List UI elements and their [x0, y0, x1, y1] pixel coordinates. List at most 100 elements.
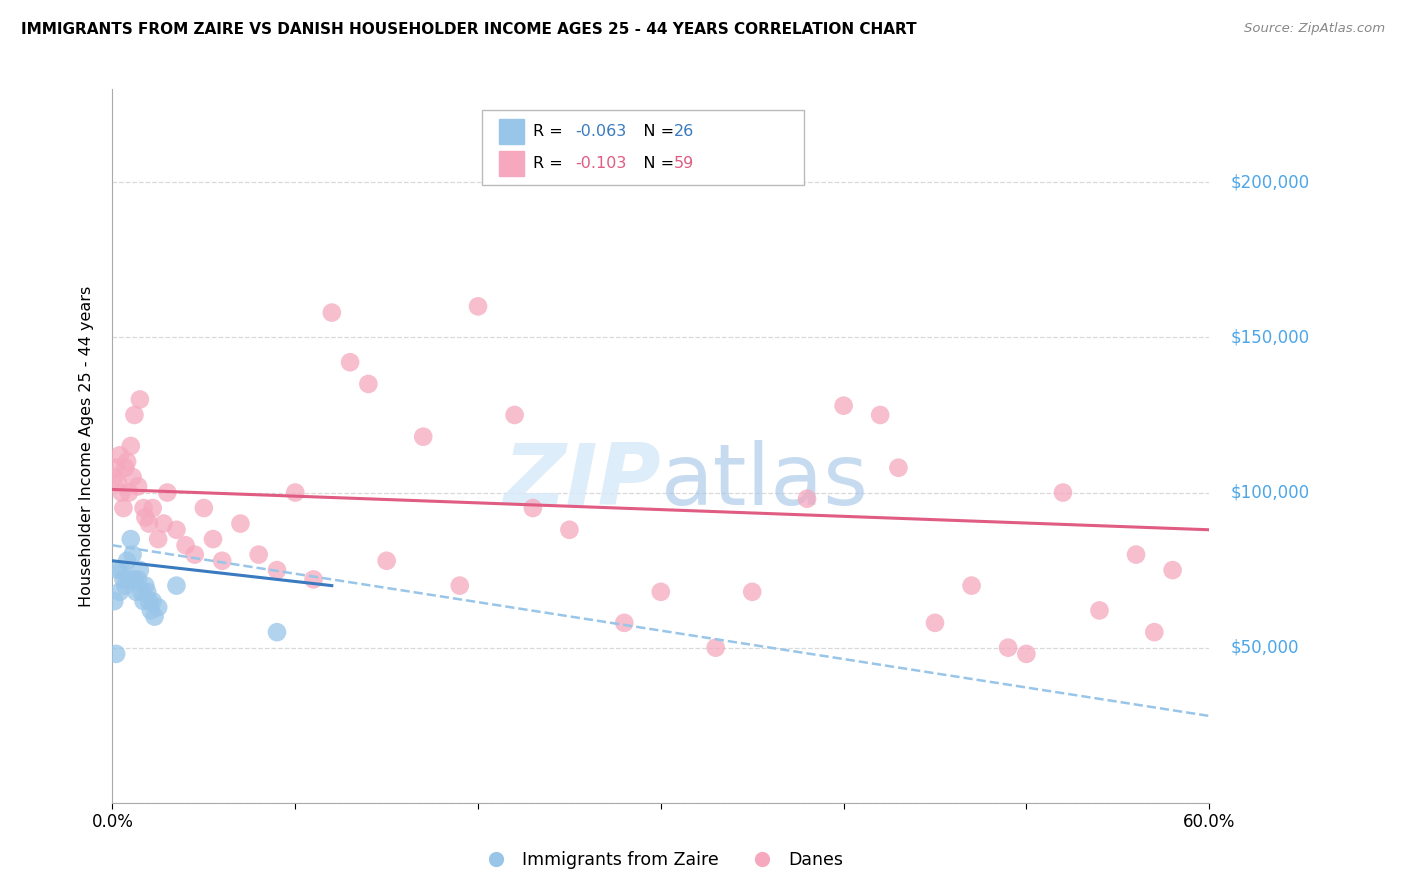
- Point: [103, 594, 125, 608]
- Point: [193, 501, 215, 516]
- Point: [136, 584, 159, 599]
- Point: [115, 454, 138, 468]
- Point: [924, 615, 946, 630]
- Point: [202, 532, 225, 546]
- Text: $200,000: $200,000: [1232, 173, 1310, 191]
- Point: [869, 408, 891, 422]
- Point: [148, 600, 170, 615]
- Point: [449, 579, 471, 593]
- Point: [138, 594, 160, 608]
- Point: [143, 609, 166, 624]
- Point: [118, 573, 141, 587]
- Y-axis label: Householder Income Ages 25 - 44 years: Householder Income Ages 25 - 44 years: [79, 285, 94, 607]
- Point: [118, 485, 141, 500]
- Point: [121, 470, 143, 484]
- Point: [127, 479, 149, 493]
- Point: [266, 563, 288, 577]
- Point: [166, 579, 188, 593]
- Point: [105, 460, 128, 475]
- Point: [152, 516, 174, 531]
- Point: [121, 548, 143, 562]
- Point: [103, 470, 125, 484]
- Text: ZIP: ZIP: [503, 440, 661, 524]
- Point: [142, 501, 165, 516]
- Point: [339, 355, 361, 369]
- Point: [1125, 548, 1147, 562]
- Point: [111, 485, 132, 500]
- Point: [132, 594, 155, 608]
- Point: [107, 476, 129, 491]
- Point: [613, 615, 636, 630]
- Text: -0.063: -0.063: [575, 124, 626, 138]
- Point: [832, 399, 855, 413]
- Point: [108, 448, 131, 462]
- Text: $150,000: $150,000: [1232, 328, 1310, 346]
- Point: [522, 501, 544, 516]
- Point: [111, 563, 132, 577]
- Text: $50,000: $50,000: [1232, 639, 1299, 657]
- Point: [131, 584, 153, 599]
- Point: [960, 579, 983, 593]
- Text: -0.103: -0.103: [575, 156, 627, 170]
- Text: Source: ZipAtlas.com: Source: ZipAtlas.com: [1244, 22, 1385, 36]
- Point: [134, 579, 156, 593]
- Point: [704, 640, 727, 655]
- Point: [375, 554, 398, 568]
- Point: [105, 647, 128, 661]
- Point: [115, 554, 138, 568]
- Point: [1143, 625, 1166, 640]
- Legend: Immigrants from Zaire, Danes: Immigrants from Zaire, Danes: [471, 845, 851, 876]
- Point: [467, 299, 489, 313]
- Point: [129, 563, 152, 577]
- Text: R =: R =: [533, 124, 568, 138]
- Point: [139, 603, 162, 617]
- Point: [997, 640, 1019, 655]
- Point: [124, 408, 146, 422]
- Point: [1015, 647, 1038, 661]
- Point: [183, 548, 207, 562]
- Point: [112, 573, 135, 587]
- Point: [284, 485, 307, 500]
- Point: [266, 625, 288, 640]
- Point: [302, 573, 325, 587]
- Point: [247, 548, 270, 562]
- Text: 26: 26: [673, 124, 693, 138]
- Point: [107, 563, 129, 577]
- Point: [741, 584, 763, 599]
- Point: [321, 305, 343, 319]
- Point: [148, 532, 170, 546]
- Point: [142, 594, 165, 608]
- Point: [1161, 563, 1184, 577]
- Text: IMMIGRANTS FROM ZAIRE VS DANISH HOUSEHOLDER INCOME AGES 25 - 44 YEARS CORRELATIO: IMMIGRANTS FROM ZAIRE VS DANISH HOUSEHOL…: [21, 22, 917, 37]
- Point: [125, 584, 148, 599]
- Text: $100,000: $100,000: [1232, 483, 1310, 501]
- Text: 59: 59: [673, 156, 693, 170]
- Point: [108, 584, 131, 599]
- Point: [156, 485, 179, 500]
- Point: [138, 516, 160, 531]
- Point: [129, 392, 152, 407]
- Point: [503, 408, 526, 422]
- Point: [114, 579, 136, 593]
- Point: [1088, 603, 1111, 617]
- Point: [412, 430, 434, 444]
- Point: [124, 573, 146, 587]
- Point: [132, 501, 155, 516]
- Point: [120, 439, 142, 453]
- Point: [127, 573, 149, 587]
- Text: N =: N =: [628, 124, 679, 138]
- Point: [357, 376, 380, 391]
- Point: [211, 554, 233, 568]
- Point: [166, 523, 188, 537]
- Point: [796, 491, 818, 506]
- Text: atlas: atlas: [661, 440, 869, 524]
- Point: [114, 460, 136, 475]
- Text: R =: R =: [533, 156, 568, 170]
- Point: [887, 460, 910, 475]
- Point: [134, 510, 156, 524]
- Point: [229, 516, 252, 531]
- Text: N =: N =: [628, 156, 679, 170]
- Point: [650, 584, 672, 599]
- Point: [1052, 485, 1074, 500]
- Point: [558, 523, 581, 537]
